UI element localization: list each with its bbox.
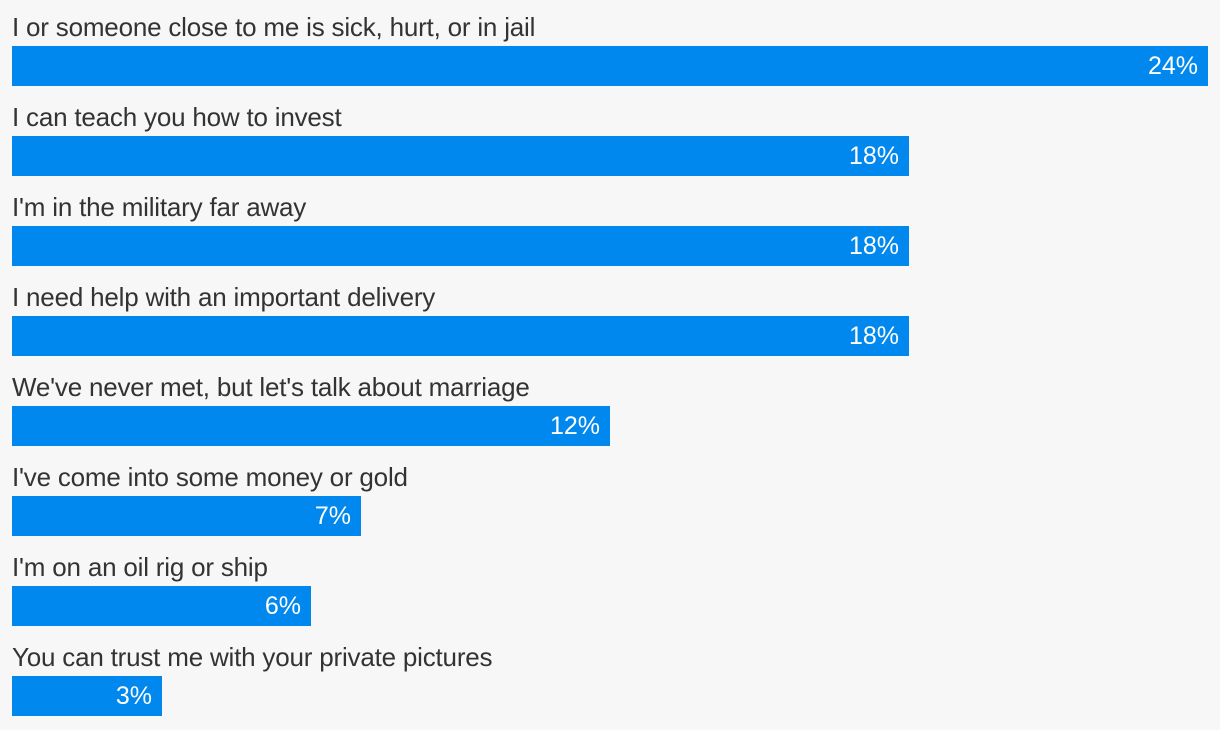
bar-value-label: 24% <box>1147 52 1198 80</box>
bar: 12% <box>12 406 610 446</box>
bar: 18% <box>12 226 909 266</box>
bar: 18% <box>12 136 909 176</box>
chart-row: I can teach you how to invest 18% <box>12 96 1208 186</box>
category-label: I or someone close to me is sick, hurt, … <box>12 12 536 42</box>
bar-value-label: 12% <box>549 412 600 440</box>
bar-value-label: 18% <box>848 142 899 170</box>
category-label: I've come into some money or gold <box>12 462 408 492</box>
chart-row: I need help with an important delivery 18… <box>12 276 1208 366</box>
chart-row: I'm on an oil rig or ship 6% <box>12 546 1208 636</box>
category-label: I can teach you how to invest <box>12 102 342 132</box>
category-label: You can trust me with your private pictu… <box>12 642 493 672</box>
bar-value-label: 18% <box>848 232 899 260</box>
chart-row: You can trust me with your private pictu… <box>12 636 1208 726</box>
category-label: I'm in the military far away <box>12 192 307 222</box>
chart-row: I'm in the military far away 18% <box>12 186 1208 276</box>
bar: 7% <box>12 496 361 536</box>
bar: 18% <box>12 316 909 356</box>
bar-value-label: 18% <box>848 322 899 350</box>
category-label: I'm on an oil rig or ship <box>12 552 268 582</box>
chart-row: I've come into some money or gold 7% <box>12 456 1208 546</box>
category-label: I need help with an important delivery <box>12 282 436 312</box>
chart-row: We've never met, but let's talk about ma… <box>12 366 1208 456</box>
category-label: We've never met, but let's talk about ma… <box>12 372 530 402</box>
chart-row: I or someone close to me is sick, hurt, … <box>12 6 1208 96</box>
bar-value-label: 3% <box>115 682 152 710</box>
bar: 6% <box>12 586 311 626</box>
bar: 3% <box>12 676 162 716</box>
bar-value-label: 7% <box>314 502 351 530</box>
bar: 24% <box>12 46 1208 86</box>
bar-value-label: 6% <box>264 592 301 620</box>
